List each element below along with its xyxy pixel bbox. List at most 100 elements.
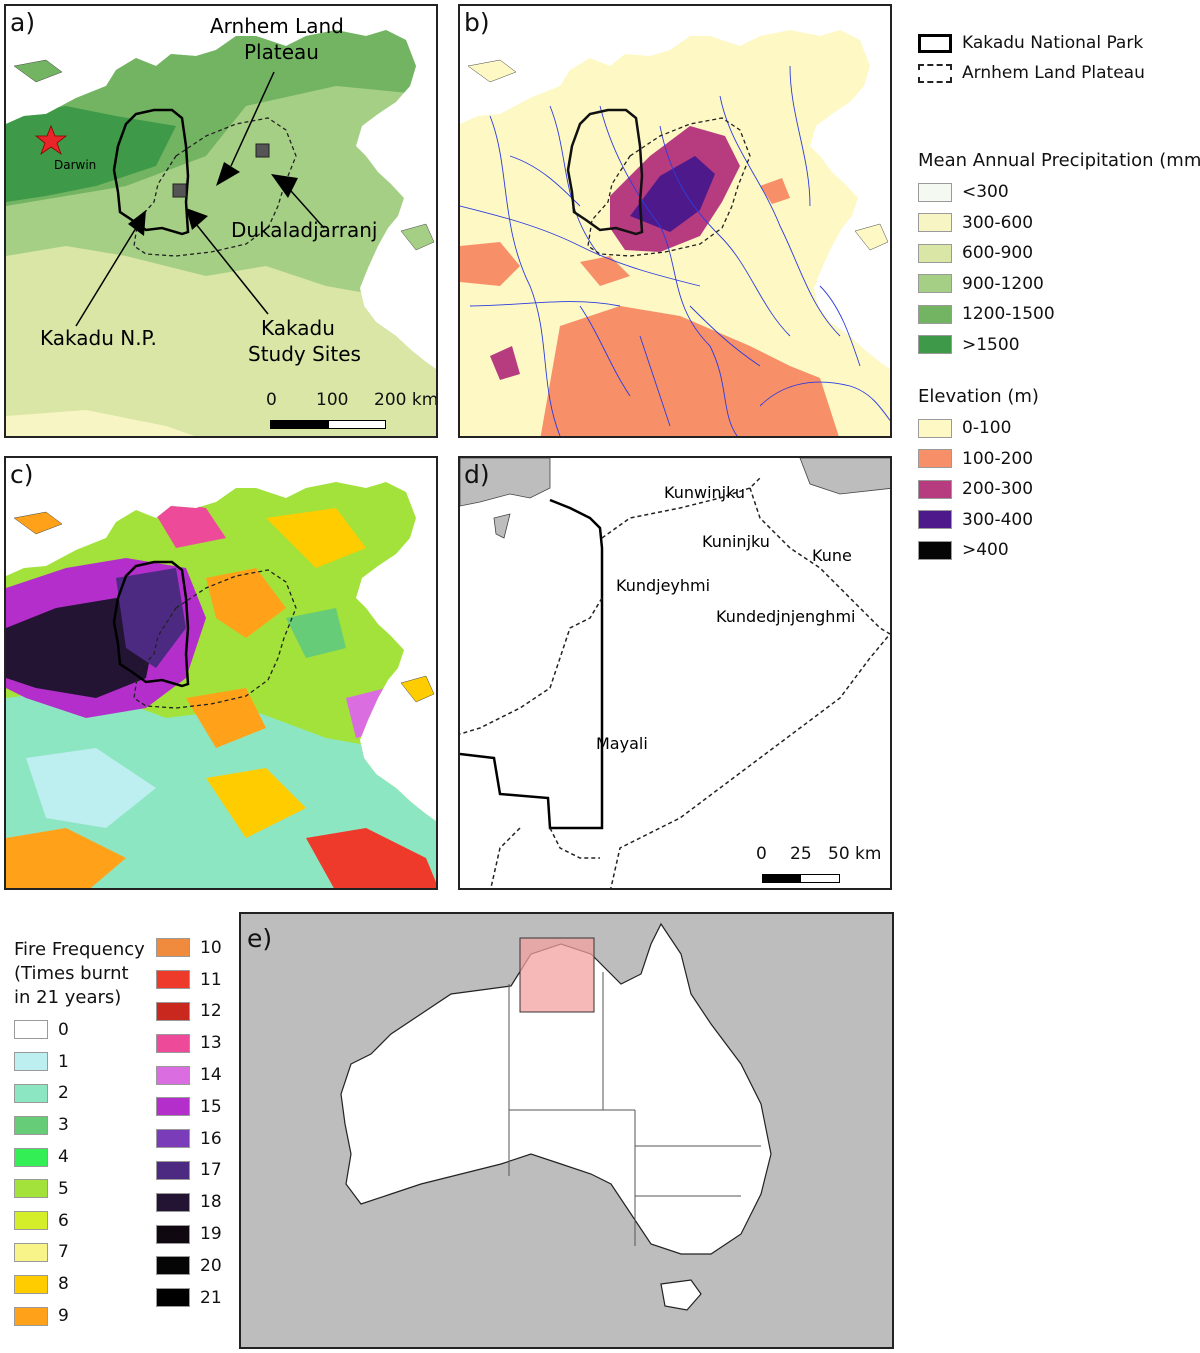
elev-legend-swatch: [918, 479, 952, 499]
precip-legend-swatch: [918, 243, 952, 263]
kuninjku-label: Kuninjku: [702, 532, 770, 551]
panel-d-label: d): [464, 460, 490, 489]
elevation-legend-title: Elevation (m): [918, 386, 1039, 407]
fire-legend-label: 2: [58, 1083, 69, 1104]
legend-arnhem-plateau: Arnhem Land Plateau: [918, 58, 1198, 88]
elev-legend-swatch: [918, 540, 952, 560]
panel-b-label: b): [464, 8, 490, 37]
fire-legend-swatch: [156, 1288, 190, 1308]
fire-legend-item: 4: [14, 1141, 69, 1173]
fire-legend-item: 11: [156, 964, 222, 996]
fire-legend-label: 10: [200, 937, 222, 958]
darwin-star-icon: [34, 124, 68, 156]
fire-legend-item: 0: [14, 1014, 69, 1046]
fire-legend-label: 15: [200, 1096, 222, 1117]
fire-legend-label: 9: [58, 1306, 69, 1327]
panel-c-map-canvas: [6, 458, 436, 888]
fire-legend-item: 9: [14, 1300, 69, 1332]
panel-a-map-canvas: [6, 6, 436, 436]
fire-legend-swatch: [156, 1065, 190, 1085]
panel-d-language-groups-map: d) Kunwinjku Kuninjku Kune Kundjeyhmi Ku…: [458, 456, 892, 890]
fire-legend-item: 3: [14, 1109, 69, 1141]
elev-legend-item: 200-300: [918, 474, 1200, 505]
elev-legend-item: 100-200: [918, 444, 1200, 475]
kundjeyhmi-label: Kundjeyhmi: [616, 576, 711, 595]
fire-legend-swatch: [156, 938, 190, 958]
elev-legend-item: 0-100: [918, 413, 1200, 444]
fire-legend-label: 7: [58, 1242, 69, 1263]
legend-arnhem-plateau-label: Arnhem Land Plateau: [962, 63, 1145, 83]
precip-legend-item: 900-1200: [918, 269, 1200, 300]
precip-legend-item: 600-900: [918, 238, 1200, 269]
fire-legend-item: 20: [156, 1250, 222, 1282]
elev-legend-label: 200-300: [962, 479, 1034, 500]
panel-e-australia-overview-map: e): [239, 912, 894, 1349]
elev-legend-swatch: [918, 449, 952, 469]
fire-legend-label: 8: [58, 1274, 69, 1295]
fire-legend-swatch: [14, 1083, 48, 1103]
fire-legend-label: 13: [200, 1033, 222, 1054]
fire-legend-swatch: [14, 1052, 48, 1072]
fire-legend-swatch: [14, 1115, 48, 1135]
fire-legend-label: 18: [200, 1192, 222, 1213]
precip-legend-swatch: [918, 182, 952, 202]
legend-swatch-solid: [918, 33, 952, 53]
panel-a-label: a): [10, 8, 36, 37]
fire-legend-label: 12: [200, 1001, 222, 1022]
arnhem-land-label-line2: Plateau: [244, 40, 319, 64]
fire-legend-item: 1: [14, 1046, 69, 1078]
kunwinjku-label: Kunwinjku: [664, 483, 746, 502]
fire-legend-label: 14: [200, 1065, 222, 1086]
precipitation-legend-title: Mean Annual Precipitation (mm): [918, 150, 1200, 171]
darwin-label: Darwin: [54, 158, 97, 172]
fire-legend-title-line1: Fire Frequency: [14, 939, 145, 960]
fire-legend-item: 7: [14, 1237, 69, 1269]
precip-legend-swatch: [918, 304, 952, 324]
fire-legend-swatch: [14, 1211, 48, 1231]
kakadu-study-label-line1: Kakadu: [261, 316, 335, 340]
panel-d-map-canvas: [460, 458, 890, 888]
panel-c-fire-frequency-map: c): [4, 456, 438, 890]
fire-legend-swatch: [14, 1020, 48, 1040]
precip-legend-swatch: [918, 335, 952, 355]
fire-frequency-legend: Fire Frequency (Times burnt in 21 years)…: [14, 938, 239, 1326]
fire-legend-label: 4: [58, 1147, 69, 1168]
kakadu-np-label: Kakadu N.P.: [40, 326, 157, 350]
fire-legend-swatch: [156, 1001, 190, 1021]
fire-legend-item: 19: [156, 1218, 222, 1250]
elev-legend-label: 100-200: [962, 448, 1034, 469]
fire-legend-item: 6: [14, 1205, 69, 1237]
fire-legend-item: 10: [156, 932, 222, 964]
elevation-legend: Elevation (m) 0-100 100-200 200-300 300-400…: [918, 386, 1200, 566]
precip-legend-label: 1200-1500: [962, 304, 1055, 325]
fire-legend-swatch: [156, 1033, 190, 1053]
fire-legend-swatch: [14, 1306, 48, 1326]
fire-legend-item: 17: [156, 1155, 222, 1187]
dukaladjarranj-label: Dukaladjarranj: [231, 218, 378, 242]
legend-kakadu-np-label: Kakadu National Park: [962, 33, 1144, 53]
precip-legend-label: 900-1200: [962, 273, 1044, 294]
panel-b-elevation-map: b): [458, 4, 892, 438]
scale-d-tick-0: 0: [756, 844, 767, 864]
fire-legend-item: 5: [14, 1173, 69, 1205]
fire-legend-label: 5: [58, 1178, 69, 1199]
panel-c-label: c): [10, 460, 34, 489]
kune-label: Kune: [812, 546, 852, 565]
scale-a-tick-1: 100: [316, 390, 349, 410]
fire-legend-label: 3: [58, 1115, 69, 1136]
elev-legend-label: >400: [962, 540, 1009, 561]
elev-legend-item: >400: [918, 535, 1200, 566]
fire-legend-swatch: [156, 1224, 190, 1244]
fire-legend-label: 21: [200, 1287, 222, 1308]
fire-legend-swatch: [156, 1160, 190, 1180]
precip-legend-swatch: [918, 274, 952, 294]
precip-legend-item: 1200-1500: [918, 299, 1200, 330]
fire-legend-swatch: [156, 1192, 190, 1212]
legend-swatch-dashed: [918, 63, 952, 83]
fire-legend-swatch: [14, 1274, 48, 1294]
panel-e-label: e): [247, 924, 273, 953]
fire-legend-title-line2: (Times burnt: [14, 963, 129, 984]
elev-legend-swatch: [918, 510, 952, 530]
fire-legend-item: 15: [156, 1091, 222, 1123]
panel-b-map-canvas: [460, 6, 890, 436]
